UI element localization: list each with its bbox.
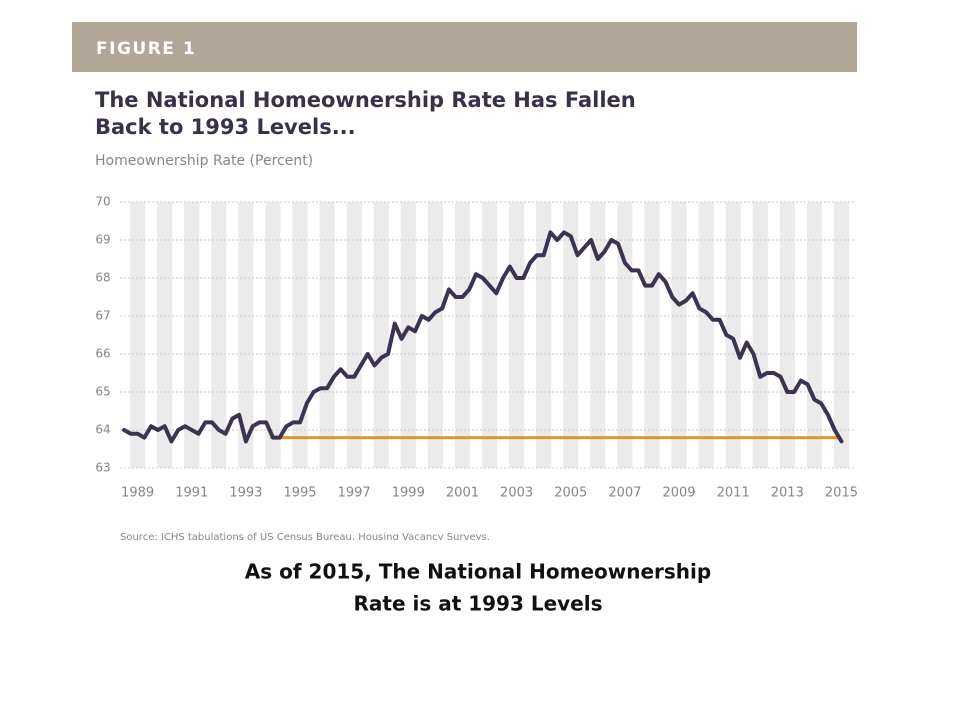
y-tick-label: 63 — [95, 461, 110, 475]
y-tick-label: 65 — [95, 385, 110, 399]
year-stripe — [509, 202, 525, 468]
x-tick-label: 1989 — [121, 486, 154, 501]
x-tick-label: 2011 — [717, 486, 750, 501]
x-tick-label: 2005 — [554, 486, 587, 501]
year-stripe — [265, 202, 281, 468]
year-stripe — [184, 202, 200, 468]
x-tick-label: 2013 — [771, 486, 804, 501]
year-stripe — [833, 202, 850, 468]
year-stripe — [454, 202, 471, 468]
year-stripe — [238, 202, 254, 468]
x-tick-label: 1993 — [229, 486, 262, 501]
year-stripe — [617, 202, 633, 468]
chart-title: The National Homeownership Rate Has Fall… — [95, 88, 636, 112]
caption: Rate is at 1993 Levels — [353, 592, 602, 616]
year-stripe — [779, 202, 795, 468]
x-tick-label: 1999 — [392, 486, 425, 501]
year-stripe — [806, 202, 822, 468]
x-tick-label: 1997 — [338, 486, 371, 501]
y-tick-label: 64 — [95, 423, 110, 437]
y-tick-label: 70 — [95, 195, 110, 209]
year-stripe — [319, 202, 335, 468]
y-tick-label: 68 — [95, 271, 110, 285]
chart-title: Back to 1993 Levels... — [95, 115, 356, 139]
year-stripe — [157, 202, 173, 468]
year-stripe — [481, 202, 498, 468]
y-tick-label: 66 — [95, 347, 110, 361]
year-stripe — [698, 202, 714, 468]
year-stripe — [644, 202, 660, 468]
x-tick-label: 2003 — [500, 486, 533, 501]
year-stripe — [373, 202, 389, 468]
year-stripe — [752, 202, 768, 468]
year-stripe — [536, 202, 552, 468]
data-line — [122, 230, 844, 444]
y-tick-label: 69 — [95, 233, 110, 247]
year-stripe — [427, 202, 443, 468]
x-tick-label: 2007 — [608, 486, 641, 501]
x-tick-label: 1995 — [283, 486, 316, 501]
plot-area: 1989 1991 1993 1995 1997 1999 2001 2003 2005 2007… — [95, 195, 858, 501]
year-stripe — [590, 202, 606, 468]
y-tick-label: 67 — [95, 309, 110, 323]
header-bar — [72, 22, 857, 72]
year-stripe — [671, 202, 687, 468]
x-tick-label: 2009 — [662, 486, 695, 501]
year-stripe — [211, 202, 227, 468]
year-stripe — [400, 202, 416, 468]
year-stripe — [292, 202, 308, 468]
x-tick-label: 2015 — [825, 486, 858, 501]
x-tick-label: 1991 — [175, 486, 208, 501]
x-tick-label: 2001 — [446, 486, 479, 501]
year-stripe — [130, 202, 146, 468]
figure-label: FIGURE 1 — [96, 39, 196, 59]
year-stripe — [725, 202, 741, 468]
year-stripe — [563, 202, 579, 468]
caption: As of 2015, The National Homeownership — [245, 560, 711, 584]
year-stripe — [346, 202, 362, 468]
source-note: Source: JCHS tabulations of US Census Bu… — [120, 532, 490, 543]
y-axis-label: Homeownership Rate (Percent) — [95, 153, 313, 169]
